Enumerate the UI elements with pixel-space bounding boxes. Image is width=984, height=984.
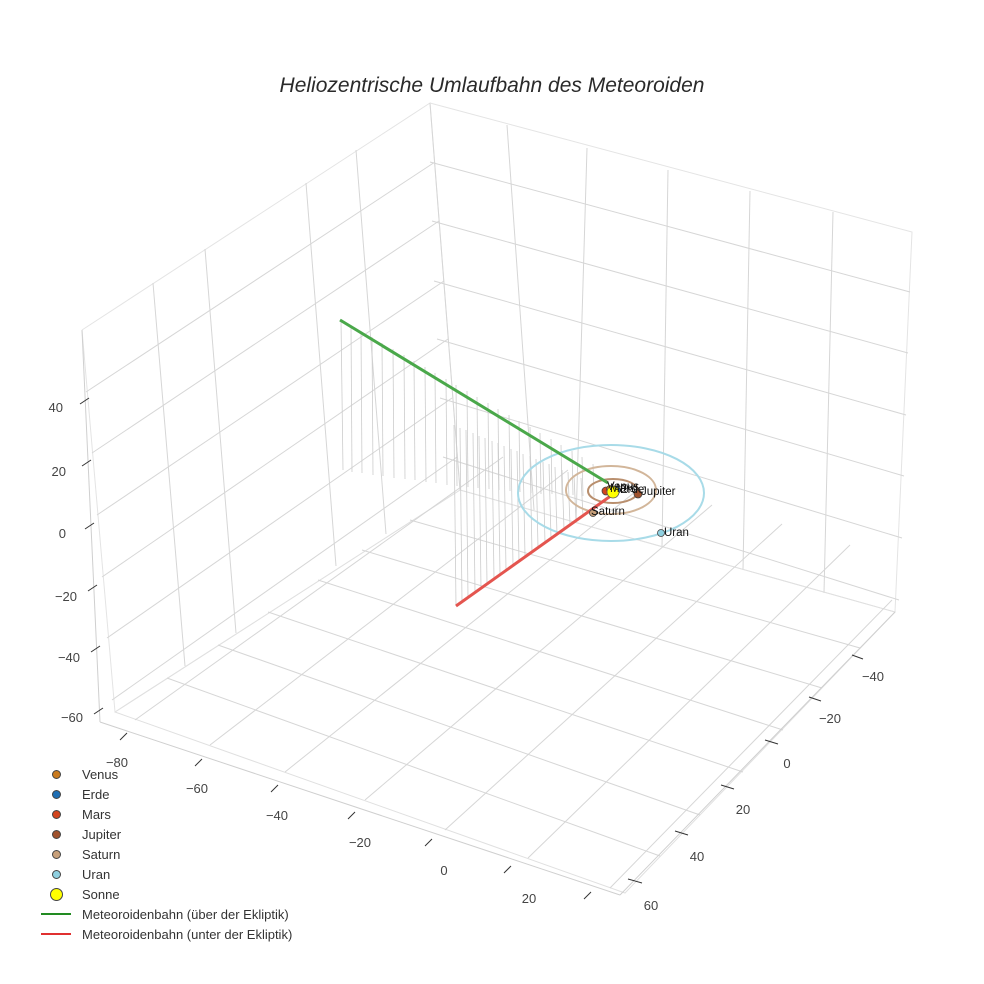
legend-item-uran[interactable]: Uran — [36, 864, 292, 884]
svg-text:40: 40 — [49, 400, 63, 415]
legend-label: Venus — [82, 766, 119, 782]
sun — [606, 485, 620, 499]
legend-label: Meteoroidenbahn (unter der Ekliptik) — [82, 926, 293, 942]
chart-title: Heliozentrische Umlaufbahn des Meteoroid… — [279, 74, 705, 97]
x-axis-labels: −80 −60 −40 −20 0 20 — [106, 755, 536, 906]
trajectory-below-ecliptic[interactable] — [455, 493, 613, 608]
legend-item-erde[interactable]: Erde — [36, 784, 292, 804]
svg-text:Mars: Mars — [610, 483, 636, 495]
svg-text:Erde: Erde — [620, 484, 644, 496]
y-axis-labels: −40 −20 0 20 40 60 — [644, 669, 884, 913]
svg-text:60: 60 — [644, 898, 658, 913]
tick-marks — [79, 397, 864, 900]
svg-text:−20: −20 — [819, 711, 841, 726]
legend-item-saturn[interactable]: Saturn — [36, 844, 292, 864]
red-line-icon — [41, 933, 71, 935]
planets — [589, 485, 665, 537]
uran-marker-icon — [51, 869, 61, 879]
svg-text:−40: −40 — [58, 650, 80, 665]
svg-text:−40: −40 — [862, 669, 884, 684]
svg-text:20: 20 — [736, 802, 750, 817]
z-axis-labels: 40 20 0 −20 −40 −60 — [49, 400, 83, 725]
venus-marker-icon — [51, 769, 61, 779]
projection-drop-lines — [340, 319, 595, 607]
planet-uran — [657, 529, 665, 537]
saturn-orbit — [565, 465, 657, 515]
legend-item-trajectory-below[interactable]: Meteoroidenbahn (unter der Ekliptik) — [36, 924, 292, 944]
jupiter-marker-icon — [51, 829, 61, 839]
legend-label: Erde — [82, 786, 110, 802]
svg-text:−80: −80 — [106, 755, 128, 770]
legend-label: Meteoroidenbahn (über der Ekliptik) — [82, 906, 289, 922]
svg-text:Uran: Uran — [664, 527, 689, 539]
svg-text:20: 20 — [522, 891, 536, 906]
legend-item-sonne[interactable]: Sonne — [36, 884, 292, 904]
svg-text:0: 0 — [440, 863, 447, 878]
svg-text:Jupiter: Jupiter — [641, 486, 676, 498]
legend-item-mars[interactable]: Mars — [36, 804, 292, 824]
legend-label: Mars — [82, 806, 111, 822]
svg-text:−60: −60 — [61, 710, 83, 725]
saturn-marker-icon — [51, 849, 61, 859]
sun-marker-icon — [49, 887, 63, 901]
svg-text:20: 20 — [52, 464, 66, 479]
svg-text:40: 40 — [690, 849, 704, 864]
legend-item-jupiter[interactable]: Jupiter — [36, 824, 292, 844]
svg-text:Saturn: Saturn — [591, 506, 625, 518]
legend: Venus Erde Mars Jupiter Saturn Uran Sonn… — [36, 764, 292, 944]
planet-jupiter — [633, 489, 643, 499]
svg-text:−60: −60 — [186, 781, 208, 796]
svg-text:0: 0 — [783, 756, 790, 771]
legend-label: Saturn — [82, 846, 121, 862]
legend-item-venus[interactable]: Venus — [36, 764, 292, 784]
mars-marker-icon — [51, 809, 61, 819]
legend-label: Sonne — [82, 886, 120, 902]
erde-marker-icon — [51, 789, 61, 799]
svg-text:0: 0 — [59, 526, 66, 541]
svg-text:−40: −40 — [266, 808, 288, 823]
legend-item-trajectory-above[interactable]: Meteoroidenbahn (über der Ekliptik) — [36, 904, 292, 924]
svg-text:−20: −20 — [55, 589, 77, 604]
svg-text:−20: −20 — [349, 835, 371, 850]
trajectory-above-ecliptic[interactable] — [339, 318, 609, 485]
uranus-orbit — [517, 444, 705, 542]
grid-lines — [81, 102, 913, 896]
planet-saturn — [589, 509, 597, 517]
legend-label: Uran — [82, 866, 111, 882]
planet-labels: Venus Mars Erde Jupiter Saturn Uran — [591, 481, 689, 539]
svg-text:Venus: Venus — [607, 481, 639, 493]
legend-label: Jupiter — [82, 826, 122, 842]
green-line-icon — [41, 913, 71, 915]
